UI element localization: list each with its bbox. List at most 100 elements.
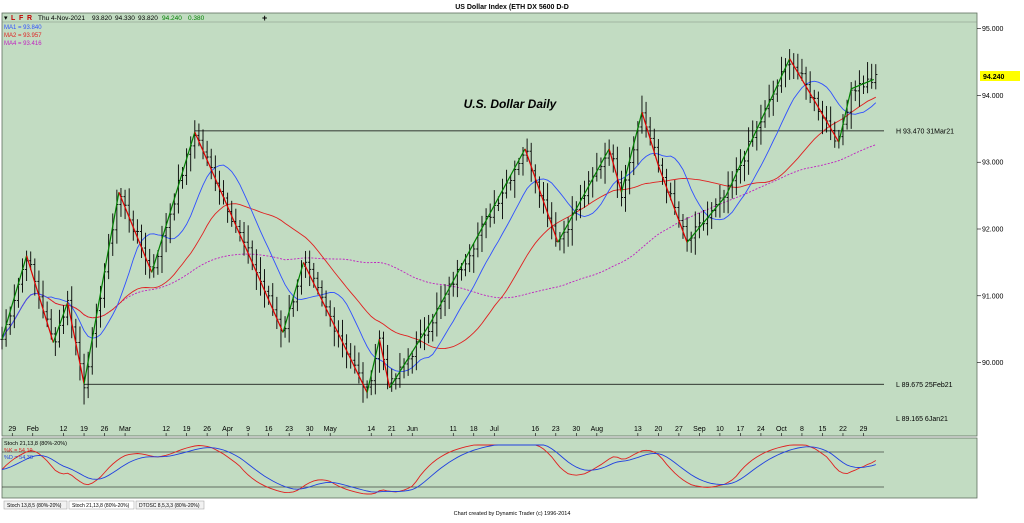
- stochastic-title: Stoch 21,13,8 (80%-20%): [4, 441, 67, 447]
- x-tick-label: 29: [860, 426, 868, 433]
- swing-line: [789, 58, 840, 143]
- x-tick-label: 12: [60, 426, 68, 433]
- swing-line: [194, 131, 284, 333]
- x-tick-label: 14: [367, 426, 375, 433]
- x-tick-label: 26: [101, 426, 109, 433]
- x-tick-label: Apr: [222, 426, 234, 433]
- swing-line: [1, 255, 28, 340]
- x-tick-label: 29: [8, 426, 16, 433]
- x-tick-label: 30: [306, 426, 314, 433]
- tab-stoch-13-label: Stoch 13,8,5 (80%-20%): [7, 503, 62, 509]
- x-tick-label: 22: [839, 426, 847, 433]
- swing-line: [725, 58, 791, 196]
- x-tick-label: 23: [285, 426, 293, 433]
- x-tick-label: 9: [246, 426, 250, 433]
- swing-line: [26, 255, 54, 343]
- price-level-label: L 89.675 25Feb21: [896, 382, 953, 389]
- chart-title: U.S. Dollar Daily: [464, 97, 558, 111]
- r-icon[interactable]: R: [27, 15, 32, 22]
- swing-line: [850, 78, 874, 90]
- x-tick-label: 30: [572, 426, 580, 433]
- x-tick-label: 24: [757, 426, 765, 433]
- x-tick-label: 13: [634, 426, 642, 433]
- current-price-label: 94.240: [983, 74, 1005, 81]
- tab-stoch-13[interactable]: [3, 500, 68, 510]
- ma2-label: MA2 = 93.957: [4, 33, 42, 39]
- x-tick-label: 26: [203, 426, 211, 433]
- swing-line: [657, 165, 688, 243]
- header-bar: ▾ L F R Thu 4-Nov-2021 93.820 94.330 93.…: [4, 13, 267, 23]
- stochastic-d-label: %D = 54.30: [4, 455, 33, 461]
- x-tick-label: 19: [80, 426, 88, 433]
- x-tick-label: 16: [265, 426, 273, 433]
- swing-line: [838, 88, 852, 143]
- price-level-label: H 93.470 31Mar21: [896, 128, 954, 135]
- footer-credit: Chart created by Dynamic Trader (c) 1996…: [454, 511, 571, 517]
- header-date: Thu 4-Nov-2021: [38, 15, 85, 22]
- x-tick-label: 21: [388, 426, 396, 433]
- indicator-tabs: Stoch 13,8,5 (80%-20%) Stoch 21,13,8 (80…: [3, 500, 205, 510]
- tab-stoch-21-label: Stoch 21,13,8 (80%-20%): [72, 503, 130, 509]
- swing-line: [641, 111, 659, 166]
- stochastic-panel[interactable]: [1, 437, 978, 499]
- price-plot-area[interactable]: [1, 12, 978, 437]
- down-arrow-icon[interactable]: ▾: [4, 15, 8, 22]
- x-tick-label: Aug: [591, 426, 604, 433]
- swing-line: [557, 148, 610, 243]
- ohlc-change: 0.380: [188, 15, 205, 22]
- l-icon[interactable]: L: [11, 15, 16, 22]
- tab-stoch-21[interactable]: [68, 500, 135, 510]
- y-tick-label: 94.000: [982, 93, 1004, 100]
- x-tick-label: 18: [470, 426, 478, 433]
- swing-line: [302, 262, 368, 393]
- swing-line: [620, 111, 643, 193]
- ohlc-close: 94.240: [162, 15, 182, 22]
- ohlc-high: 94.330: [115, 15, 135, 22]
- f-icon[interactable]: F: [19, 15, 24, 22]
- swing-line: [366, 339, 380, 393]
- stochastic-k-label: %K = 54.19: [4, 448, 33, 454]
- tab-dtosc-label: DTOSC 8,5,3,3 (80%-20%): [139, 503, 200, 509]
- x-tick-label: Jul: [490, 426, 499, 433]
- x-tick-label: 8: [800, 426, 804, 433]
- x-tick-label: Feb: [27, 426, 39, 433]
- swing-line: [378, 339, 391, 389]
- y-tick-label: 90.000: [982, 360, 1004, 367]
- ohlc-low: 93.820: [138, 15, 158, 22]
- swing-line: [430, 148, 526, 323]
- x-tick-label: Oct: [776, 426, 787, 433]
- x-tick-label: 10: [716, 426, 724, 433]
- x-tick-label: 12: [162, 426, 170, 433]
- x-tick-label: Jun: [407, 426, 418, 433]
- swing-line: [282, 262, 305, 333]
- current-price-marker: [980, 71, 1020, 81]
- ohlc-open: 93.820: [92, 15, 112, 22]
- x-tick-label: 27: [675, 426, 683, 433]
- swing-line: [118, 192, 153, 273]
- swing-line: [389, 322, 432, 389]
- x-tick-label: 23: [552, 426, 560, 433]
- x-tick-label: May: [324, 426, 338, 433]
- swing-line: [151, 132, 196, 273]
- swing-line: [67, 302, 85, 385]
- ma1-label: MA1 = 93.840: [4, 25, 42, 31]
- y-tick-label: 91.000: [982, 293, 1004, 300]
- swing-line: [686, 195, 727, 243]
- swing-line: [524, 148, 559, 243]
- ma4-label: MA4 = 93.416: [4, 41, 42, 47]
- x-tick-label: 17: [737, 426, 745, 433]
- x-tick-label: 16: [531, 426, 539, 433]
- y-tick-label: 95.000: [982, 26, 1004, 33]
- tab-dtosc[interactable]: [135, 500, 205, 510]
- swing-line: [608, 148, 623, 193]
- header-icons[interactable]: ▾ L F R: [4, 15, 32, 22]
- y-tick-label: 93.000: [982, 160, 1004, 167]
- swing-line: [83, 192, 120, 385]
- x-tick-label: Mar: [119, 426, 132, 433]
- stochastic-d-line: [1, 444, 876, 493]
- stochastic-k-line: [1, 444, 877, 495]
- plus-icon[interactable]: +: [262, 13, 267, 23]
- price-level-label: L 89.165 6Jan21: [896, 416, 948, 423]
